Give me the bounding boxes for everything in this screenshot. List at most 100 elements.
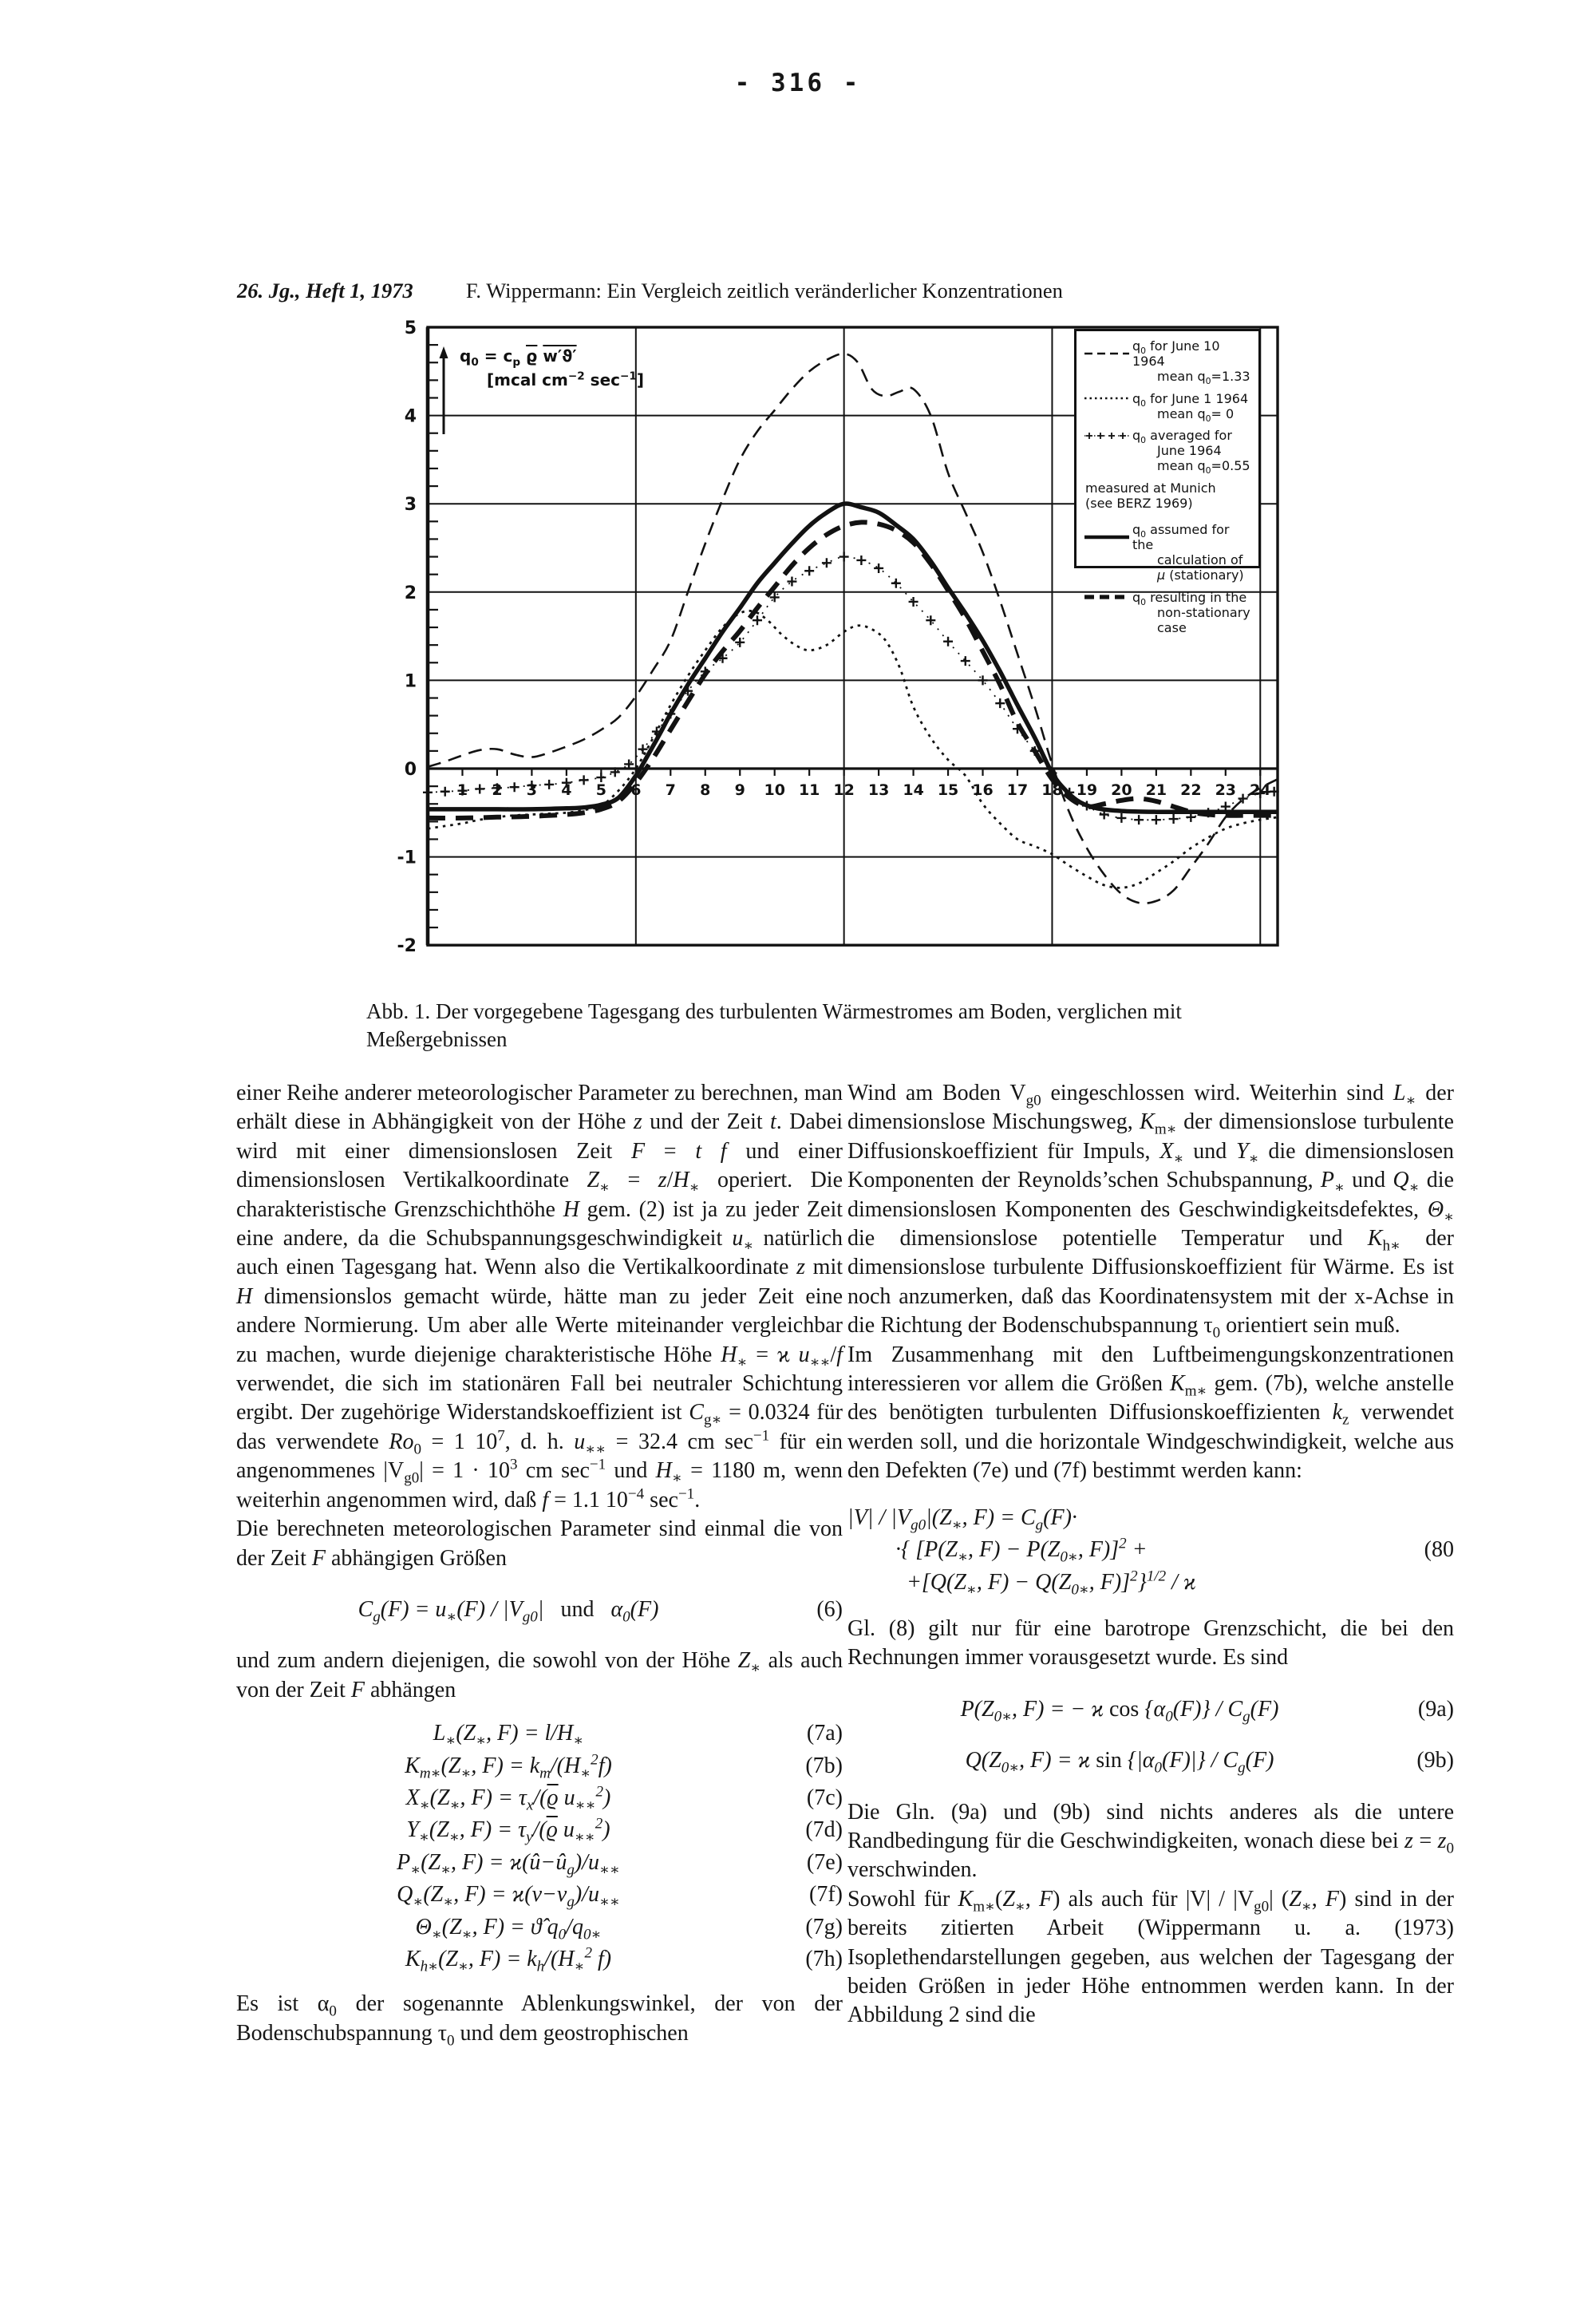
svg-text:9: 9 bbox=[735, 781, 745, 799]
legend-label-cont: mean q0= 0 bbox=[1157, 405, 1235, 424]
paragraph: Wind am Boden Vg0 eingeschlossen wird. W… bbox=[847, 1081, 1455, 1342]
svg-text:5: 5 bbox=[405, 318, 417, 338]
equation: Kh∗(Z∗, F) = kh/(H∗2 f) (7h) bbox=[405, 1944, 843, 1975]
legend-label-cont: mean q0=1.33 bbox=[1157, 369, 1250, 387]
svg-text:23: 23 bbox=[1215, 781, 1236, 799]
spacer bbox=[847, 1600, 1454, 1615]
svg-text:17: 17 bbox=[1007, 781, 1028, 799]
legend-label-cont: case bbox=[1157, 620, 1187, 635]
equation-number: (80 bbox=[1424, 1537, 1454, 1563]
running-title: F. Wippermann: Ein Vergleich zeitlich ve… bbox=[465, 279, 1063, 302]
svg-text:3: 3 bbox=[405, 495, 417, 515]
caption-line-2: Meßergebnissen bbox=[366, 1027, 508, 1051]
svg-text:15: 15 bbox=[938, 781, 958, 799]
equation-number: (7d) bbox=[805, 1817, 843, 1843]
equation: L∗(Z∗, F) = l/H∗ (7a) bbox=[433, 1721, 843, 1750]
legend-entry-june1: q0 for June 1 1964 mean q0= 0 bbox=[1084, 390, 1254, 424]
svg-text:21: 21 bbox=[1146, 781, 1167, 799]
y-axis-formula: q0 = cp ϱ w′ϑ′ bbox=[460, 346, 577, 369]
svg-text:6: 6 bbox=[630, 781, 641, 799]
equation-number: (7c) bbox=[806, 1785, 843, 1810]
axis-ticks bbox=[428, 344, 1262, 929]
legend-symbol-june1 bbox=[1084, 397, 1129, 400]
legend-symbol-nonstat bbox=[1084, 595, 1129, 599]
svg-text:-1: -1 bbox=[397, 848, 417, 868]
svg-text:20: 20 bbox=[1111, 781, 1132, 799]
equation: Cg(F) = u∗(F) / |Vg0| und α0(F) (6) bbox=[358, 1596, 843, 1626]
equation: P∗(Z∗, F) = ϰ(û−ûg)/u∗∗ (7e) bbox=[397, 1849, 843, 1879]
equation-number: (7b) bbox=[805, 1753, 843, 1778]
y-axis-units: [mcal cm−2 sec−1] bbox=[487, 370, 645, 389]
svg-text:1: 1 bbox=[405, 671, 417, 691]
legend-label: q0 for June 1 1964 bbox=[1132, 390, 1249, 409]
legend-label-cont: mean q0=0.55 bbox=[1157, 458, 1250, 476]
equation: Q(Z0∗, F) = ϰ sin {|α0(F)|} / Cg(F) (9b) bbox=[965, 1748, 1454, 1777]
figure-1-chart: 5 4 3 2 1 0 -1 -2 1 2 3 4 5 6 7 8 9 10 11 12 13 14 15 16 17 18 19 2… bbox=[365, 313, 1395, 966]
equation-number: (7g) bbox=[805, 1914, 843, 1939]
paragraph: und zum andern diejenigen, die sowohl vo… bbox=[236, 1648, 843, 1702]
equation: P(Z0∗, F) = − ϰ cos {α0(F)} / Cg(F) (9a) bbox=[960, 1696, 1454, 1726]
svg-text:5: 5 bbox=[596, 781, 606, 799]
equation: |V| / |Vg0|(Z∗, F) = Cg(F)· bbox=[847, 1504, 1077, 1534]
svg-text:7: 7 bbox=[666, 781, 676, 799]
svg-text:2: 2 bbox=[405, 583, 417, 603]
legend-label: q0 for June 10 1964 bbox=[1132, 338, 1220, 370]
equation: Θ∗(Z∗, F) = ϑ̂ q0/q0∗ (7g) bbox=[415, 1914, 843, 1943]
legend-label: q0 averaged for bbox=[1132, 427, 1232, 446]
svg-text:12: 12 bbox=[833, 781, 854, 799]
legend-entry-stationary: q0 assumed for the calculation of μ (stati… bbox=[1084, 522, 1254, 583]
page-number: - 316 - bbox=[734, 69, 862, 97]
equation-number: (7e) bbox=[806, 1849, 843, 1875]
paragraph: Es ist α0 der sogenannte Ablenkungswinke… bbox=[236, 1991, 843, 2050]
journal-issue: 26. Jg., Heft 1, 1973 bbox=[237, 279, 413, 302]
paragraph: Die Gln. (9a) und (9b) sind nichts ander… bbox=[847, 1799, 1454, 1883]
equation-number: (7h) bbox=[805, 1946, 843, 1971]
paragraph: einer Reihe anderer meteorologischer Par… bbox=[236, 1081, 843, 1512]
legend-label-cont: calculation of bbox=[1157, 552, 1243, 568]
left-column: einer Reihe anderer meteorologischer Par… bbox=[236, 1079, 843, 2048]
svg-text:-2: -2 bbox=[397, 936, 417, 956]
svg-text:22: 22 bbox=[1180, 781, 1201, 799]
figure-caption: Abb. 1. Der vorgegebene Tagesgang des tu… bbox=[366, 998, 1412, 1054]
equation-number: (6) bbox=[816, 1596, 843, 1622]
equation-number: (7f) bbox=[809, 1882, 843, 1908]
svg-text:8: 8 bbox=[700, 781, 710, 799]
y-axis-label: q0 = cp ϱ w′ϑ′ [mcal cm−2 sec−1] bbox=[437, 346, 644, 436]
legend-entry-avg: q0 averaged for June 1964 mean q0=0.55 bbox=[1084, 427, 1254, 476]
equation-number: (9b) bbox=[1416, 1748, 1454, 1773]
legend-entry-june10: q0 for June 10 1964 mean q0=1.33 bbox=[1084, 338, 1254, 387]
paragraph: Sowohl für Km∗(Z∗, F) als auch für |V| /… bbox=[847, 1886, 1455, 2028]
svg-text:14: 14 bbox=[903, 781, 923, 799]
svg-text:11: 11 bbox=[799, 781, 820, 799]
series-stationary bbox=[428, 501, 1278, 815]
spacer bbox=[236, 1977, 843, 1990]
legend-symbol-june10 bbox=[1084, 352, 1129, 355]
equation-number: (7a) bbox=[806, 1721, 843, 1746]
spacer bbox=[236, 1705, 843, 1716]
page-header: 26. Jg., Heft 1, 1973 F. Wippermann: Ein … bbox=[237, 279, 1466, 303]
equation: Y∗(Z∗, F) = τy/(ϱ u∗∗2) (7d) bbox=[406, 1816, 843, 1846]
svg-text:16: 16 bbox=[972, 781, 993, 799]
equation: Km∗(Z∗, F) = km/(H∗2f) (7b) bbox=[405, 1751, 843, 1782]
series-nonstat bbox=[427, 520, 1278, 820]
series-june10 bbox=[427, 352, 1278, 905]
legend-label-cont: μ (stationary) bbox=[1157, 567, 1244, 583]
svg-text:4: 4 bbox=[405, 407, 417, 427]
svg-text:13: 13 bbox=[868, 781, 889, 799]
legend-label-cont: non-stationary bbox=[1157, 604, 1250, 620]
legend-note: measured at Munich (see BERZ 1969) bbox=[1085, 480, 1216, 511]
paragraph: Gl. (8) gilt nur für eine barotrope Gren… bbox=[847, 1615, 1454, 1671]
legend-entry-nonstat: q0 resulting in the non-stationary case bbox=[1084, 590, 1254, 636]
series-june1 bbox=[427, 609, 1278, 889]
svg-text:4: 4 bbox=[561, 781, 571, 799]
paragraph: Die berechneten meteorologischen Paramet… bbox=[236, 1516, 843, 1571]
legend-label-cont: June 1964 bbox=[1157, 443, 1222, 459]
legend-symbol-stationary bbox=[1084, 535, 1129, 540]
caption-line-1: Abb. 1. Der vorgegebene Tagesgang des tu… bbox=[366, 999, 1182, 1023]
spacer bbox=[847, 1486, 1454, 1501]
svg-text:0: 0 bbox=[405, 760, 417, 780]
legend-label: q0 resulting in the bbox=[1132, 589, 1247, 607]
legend-symbol-avg bbox=[1084, 432, 1129, 439]
